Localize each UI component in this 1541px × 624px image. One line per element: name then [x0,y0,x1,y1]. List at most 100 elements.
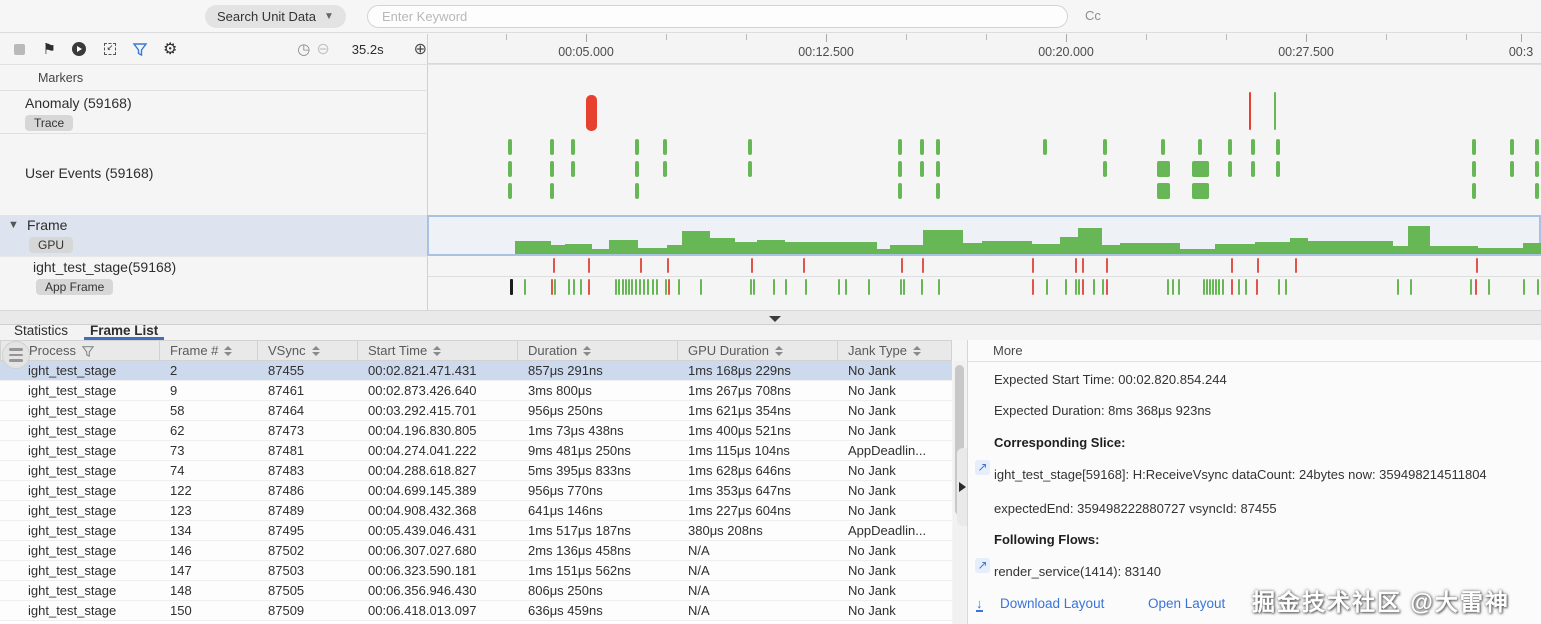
app-frame-tick [1093,279,1095,295]
user-event-mark [1103,139,1107,155]
timeline-ruler[interactable]: 00:05.000 00:12.500 00:20.000 00:27.500 00:3 [427,34,1541,64]
sort-icon [913,345,922,356]
search-scope-dropdown[interactable]: Search Unit Data ▼ [205,5,346,28]
collapse-panel-icon[interactable] [769,316,781,322]
user-events-track[interactable] [428,133,1541,215]
app-frame-tick [1106,279,1108,295]
jank-tick [553,258,555,273]
app-frame-tick [1172,279,1174,295]
table-row[interactable]: ight_test_stage 150 87509 00:06.418.013.097… [0,601,952,621]
app-frame-tick [1032,279,1034,295]
user-event-mark [508,183,512,199]
table-row[interactable]: ight_test_stage 9 87461 00:02.873.426.640 3m… [0,381,952,401]
flow-link-icon[interactable]: ↗ [975,558,990,573]
table-cell: 00:04.908.432.368 [368,503,477,518]
table-row[interactable]: ight_test_stage 148 87505 00:06.356.946.430… [0,581,952,601]
zoom-out-icon: ⊖ [316,41,330,58]
app-frame-track[interactable] [428,256,1541,296]
table-row[interactable]: ight_test_stage 73 87481 00:04.274.041.222 9… [0,441,952,461]
frame-expander-icon[interactable]: ▼ [8,219,19,231]
jank-tick [751,258,753,273]
tab-frame-list[interactable]: Frame List [90,323,159,338]
more-panel-collapse-handle[interactable] [957,448,969,526]
table-cell: 1ms 168μs 229ns [688,363,791,378]
sort-icon [583,345,592,356]
user-event-mark [936,161,940,177]
open-layout-link[interactable]: Open Layout [1148,596,1226,611]
zoom-in-button[interactable]: ⊕ [414,39,427,59]
table-cell: ight_test_stage [28,503,117,518]
table-row[interactable]: ight_test_stage 134 87495 00:05.439.046.431… [0,521,952,541]
flag-icon: ⚑ [42,41,56,58]
track-label-app-frame[interactable]: ight_test_stage(59168) [33,259,177,275]
user-event-mark [1043,139,1047,155]
column-header-gpu-duration[interactable]: GPU Duration [678,340,838,361]
navigate-button[interactable] [72,40,87,58]
user-event-mark [663,161,667,177]
table-row[interactable]: ight_test_stage 146 87502 00:06.307.027.680… [0,541,952,561]
user-event-mark [1251,161,1255,177]
user-event-mark [920,161,924,177]
gpu-duration-bar [1215,244,1255,254]
search-input[interactable] [367,5,1068,28]
scrollbar-thumb[interactable] [955,365,964,515]
table-cell: ight_test_stage [28,423,117,438]
table-cell: 00:04.196.830.805 [368,423,477,438]
sort-icon [224,345,233,356]
gpu-duration-bar [1430,246,1478,254]
table-cell: No Jank [848,483,896,498]
table-row[interactable]: ight_test_stage 58 87464 00:03.292.415.701 9… [0,401,952,421]
anomaly-track[interactable] [428,90,1541,133]
column-header-frame-[interactable]: Frame # [160,340,258,361]
user-event-mark [1156,161,1170,177]
table-cell: No Jank [848,603,896,618]
column-header-vsync[interactable]: VSync [258,340,358,361]
table-cell: 9ms 481μs 250ns [528,443,631,458]
column-header-process[interactable]: Process [0,340,160,361]
user-event-mark [1510,139,1514,155]
table-cell: 1ms 227μs 604ns [688,503,791,518]
flag-marker-button[interactable]: ⚑ [42,40,56,58]
track-label-frame[interactable]: Frame [27,217,68,233]
table-row[interactable]: ight_test_stage 147 87503 00:06.323.590.181… [0,561,952,581]
slice-link-icon[interactable]: ↗ [975,460,990,475]
table-cell: 00:06.418.013.097 [368,603,477,618]
gpu-duration-bar [667,245,682,254]
gpu-duration-bar [609,240,638,254]
table-cell: 87495 [268,523,305,538]
select-region-button[interactable] [103,40,117,58]
table-row[interactable]: ight_test_stage 74 87483 00:04.288.618.827 5… [0,461,952,481]
jank-tick [1032,258,1034,273]
column-header-duration[interactable]: Duration [518,340,678,361]
gpu-duration-bar [1478,248,1523,254]
gpu-duration-bar [982,241,1032,254]
ruler-minor-tick [1386,34,1387,40]
track-label-user-events[interactable]: User Events (59168) [25,165,154,181]
download-layout-link[interactable]: Download Layout [1000,596,1105,611]
tab-statistics[interactable]: Statistics [14,323,69,338]
jank-tick [1231,258,1233,273]
horizontal-splitter[interactable] [0,310,1541,325]
filter-button[interactable] [132,40,147,58]
table-row[interactable]: ight_test_stage 123 87489 00:04.908.432.368… [0,501,952,521]
stop-button[interactable] [12,40,26,58]
column-header-jank-type[interactable]: Jank Type [838,340,952,361]
column-config-button[interactable] [2,341,30,369]
table-row[interactable]: ight_test_stage 62 87473 00:04.196.830.805 1… [0,421,952,441]
table-cell: 87464 [268,403,305,418]
jank-tick [1075,258,1077,273]
match-case-button[interactable]: Cc [1085,8,1101,23]
table-cell: No Jank [848,423,896,438]
table-row[interactable]: ight_test_stage 2 87455 00:02.821.471.431 85… [0,361,952,381]
table-row[interactable]: ight_test_stage 122 87486 00:04.699.145.389… [0,481,952,501]
column-header-start-time[interactable]: Start Time [358,340,518,361]
user-event-mark [1510,161,1514,177]
settings-button[interactable]: ⚙ [163,40,177,58]
timer-icon[interactable]: ◷ [297,41,311,58]
app-frame-tick [773,279,775,295]
frame-table-body: ight_test_stage 2 87455 00:02.821.471.431 85… [0,361,952,624]
zoom-out-button[interactable]: ⊖ [316,39,329,59]
gpu-frame-track-selected[interactable] [427,215,1541,256]
track-label-anomaly[interactable]: Anomaly (59168) [25,95,132,111]
table-cell: 146 [170,543,192,558]
